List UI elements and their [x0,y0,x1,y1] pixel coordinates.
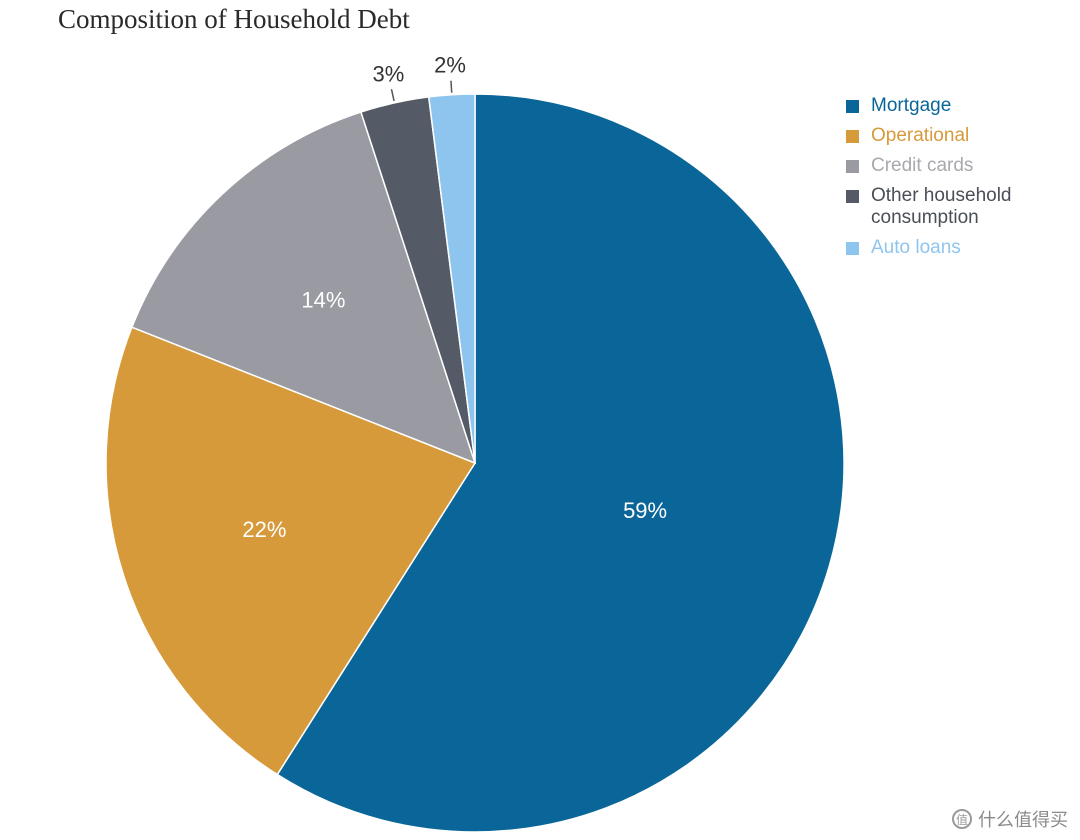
legend-swatch [846,130,859,143]
legend-swatch [846,242,859,255]
slice-label-mortgage: 59% [623,498,667,523]
legend-label: Other household consumption [871,185,1012,228]
legend-item-operational: Operational [846,125,1071,147]
slice-label-operational: 22% [242,517,286,542]
leader-line-other-household-consumption [390,89,395,102]
legend-swatch [846,190,859,203]
legend-swatch [846,100,859,113]
legend-label: Auto loans [871,237,961,258]
pie-slice-mortgage [276,93,845,833]
zhi-icon: 值 [952,809,972,829]
legend-item-mortgage: Mortgage [846,95,1071,117]
slice-label-credit-cards: 14% [301,287,345,312]
legend-item-auto-loans: Auto loans [846,237,1071,259]
legend-label: Mortgage [871,95,952,116]
legend-item-other-household-consumption: Other household consumption [846,185,1071,229]
watermark: 值 什么值得买 [952,806,1068,832]
watermark-text: 什么值得买 [978,810,1068,831]
chart-title: Composition of Household Debt [58,4,410,34]
pie-slice-operational [105,326,477,776]
pie-slice-auto-loans [427,93,476,464]
legend: Mortgage Operational Credit cards Other hou… [846,95,1071,267]
leader-line-auto-loans [450,80,453,93]
legend-item-credit-cards: Credit cards [846,155,1071,177]
legend-swatch [846,160,859,173]
legend-label: Operational [871,125,970,146]
legend-label: Credit cards [871,155,974,176]
slice-label-auto-loans: 2% [434,53,466,78]
slice-label-other-household-consumption: 3% [372,61,404,86]
